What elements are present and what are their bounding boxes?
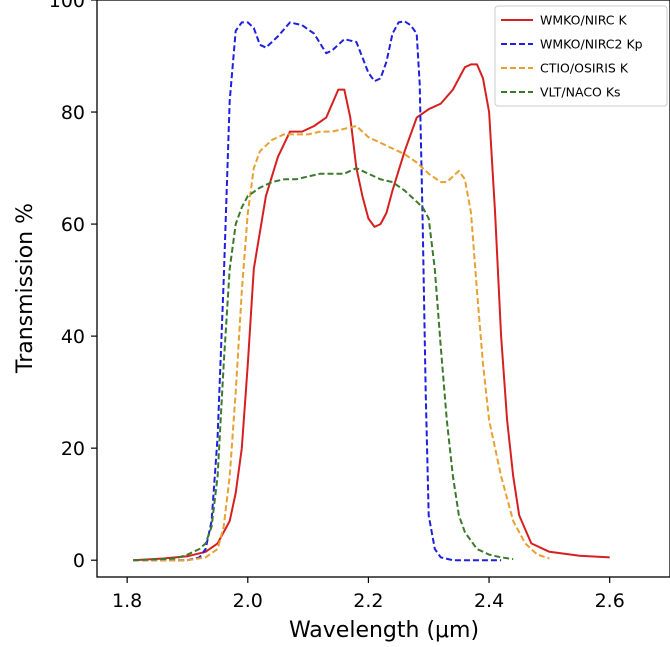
series-line-1 <box>133 63 610 562</box>
legend-box <box>494 5 668 107</box>
y-tick-label: 80 <box>61 102 85 124</box>
x-axis-ticks: 1.8 2.0 2.2 2.4 2.6 <box>112 577 625 612</box>
series-line-4 <box>133 167 514 562</box>
series-lines <box>133 20 610 562</box>
series-line-2 <box>133 20 502 562</box>
legend-label: WMKO/NIRC2 Kp <box>540 37 643 52</box>
y-tick-label: 40 <box>61 326 85 348</box>
y-axis-label: Transmission % <box>13 203 38 374</box>
x-tick-label: 2.0 <box>233 590 263 612</box>
y-tick-label: 20 <box>61 438 85 460</box>
x-tick-label: 2.2 <box>353 590 383 612</box>
x-tick-label: 2.6 <box>595 590 625 612</box>
y-axis-ticks: 0 20 40 60 80 100 <box>49 0 97 572</box>
series-line-3 <box>133 125 550 562</box>
legend-label: CTIO/OSIRIS K <box>540 61 629 76</box>
legend-label: VLT/NACO Ks <box>540 85 621 100</box>
x-tick-label: 2.4 <box>474 590 504 612</box>
x-tick-label: 1.8 <box>112 590 142 612</box>
y-tick-label: 60 <box>61 214 85 236</box>
legend: WMKO/NIRC K WMKO/NIRC2 Kp CTIO/OSIRIS K VLT… <box>494 5 668 107</box>
legend-label: WMKO/NIRC K <box>540 13 628 28</box>
y-tick-label: 0 <box>73 550 85 572</box>
plot-frame <box>96 0 670 578</box>
y-tick-label: 100 <box>49 0 85 12</box>
x-axis-label: Wavelength (μm) <box>289 618 479 643</box>
